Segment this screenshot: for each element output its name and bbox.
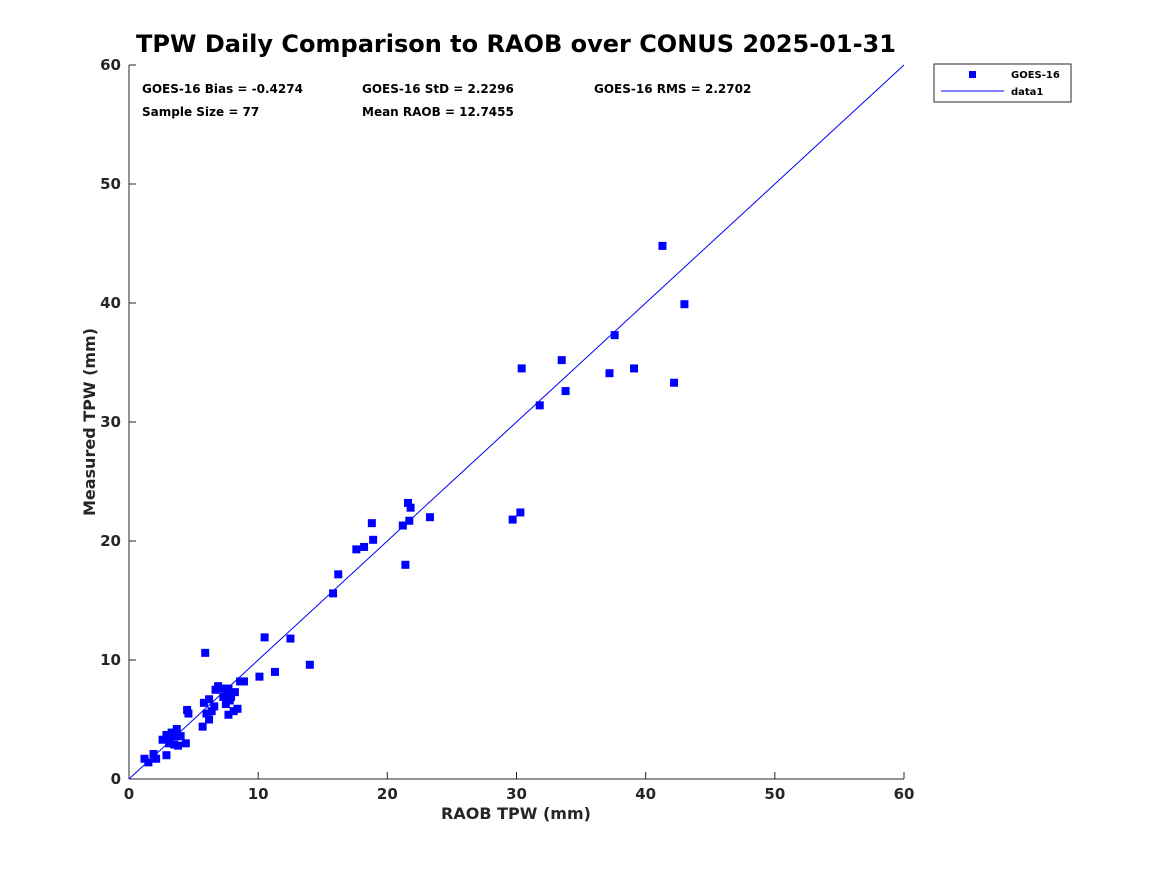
data-point xyxy=(561,387,570,396)
data-point xyxy=(557,356,566,365)
data-point xyxy=(610,331,619,340)
legend-label-goes16: GOES-16 xyxy=(1011,70,1060,81)
data-point xyxy=(260,633,269,642)
data-point xyxy=(239,677,248,686)
y-tick-label: 10 xyxy=(100,651,121,669)
data-point xyxy=(405,516,414,525)
data-point xyxy=(670,378,679,387)
data-point xyxy=(605,369,614,378)
series-points-group xyxy=(140,241,689,767)
data-point xyxy=(210,702,219,711)
data-point xyxy=(255,672,264,681)
data-point xyxy=(199,698,208,707)
bias-annotation: GOES-16 Bias = -0.4274 xyxy=(142,82,303,96)
data-point xyxy=(184,709,193,718)
data-point xyxy=(404,498,412,507)
data-point xyxy=(305,660,314,669)
data-point xyxy=(202,709,211,718)
data-point xyxy=(219,692,228,701)
data-point xyxy=(398,521,407,530)
x-ticks: 0 10 20 30 40 50 60 xyxy=(124,772,915,803)
legend-label-data1: data1 xyxy=(1011,87,1043,98)
y-tick-label: 60 xyxy=(100,56,121,74)
y-axis-label: Measured TPW (mm) xyxy=(80,328,99,516)
data-point xyxy=(286,634,295,643)
data-point xyxy=(181,739,190,748)
data-point xyxy=(508,515,517,524)
data-point xyxy=(233,704,242,713)
data-point xyxy=(227,692,236,701)
data-point xyxy=(224,710,233,719)
x-tick-label: 30 xyxy=(506,785,527,803)
data-point xyxy=(201,648,210,657)
one-to-one-line xyxy=(128,64,905,780)
data-point xyxy=(144,758,153,767)
data-point xyxy=(149,750,158,759)
data-point xyxy=(360,542,369,551)
data-point xyxy=(224,684,233,693)
data-point xyxy=(152,754,161,763)
y-ticks: 0 10 20 30 40 50 60 xyxy=(100,56,136,788)
stats-annotations: GOES-16 Bias = -0.4274 GOES-16 StD = 2.2… xyxy=(142,82,751,119)
data-point xyxy=(425,513,434,522)
data-point xyxy=(207,707,216,716)
data-point xyxy=(174,741,183,750)
series-line-group xyxy=(128,64,905,780)
x-tick-label: 10 xyxy=(248,785,269,803)
std-annotation: GOES-16 StD = 2.2296 xyxy=(362,82,514,96)
x-tick-label: 50 xyxy=(764,785,785,803)
data-point xyxy=(658,241,667,250)
y-tick-label: 40 xyxy=(100,294,121,312)
y-tick-label: 0 xyxy=(111,770,121,788)
legend-marker-goes16 xyxy=(969,71,976,78)
data-point xyxy=(205,715,214,724)
data-point xyxy=(172,725,181,734)
legend-box xyxy=(933,63,1072,103)
data-point xyxy=(162,751,171,760)
y-tick-label: 20 xyxy=(100,532,121,550)
data-point xyxy=(535,401,544,410)
x-axis-label: RAOB TPW (mm) xyxy=(441,804,591,823)
chart-title: TPW Daily Comparison to RAOB over CONUS … xyxy=(136,30,896,58)
data-point xyxy=(171,732,180,741)
data-point xyxy=(680,300,689,309)
data-point xyxy=(352,545,361,554)
data-point xyxy=(158,735,167,744)
data-point xyxy=(166,734,175,743)
mean-raob-annotation: Mean RAOB = 12.7455 xyxy=(362,105,514,119)
y-tick-label: 30 xyxy=(100,413,121,431)
data-point xyxy=(329,589,338,598)
data-point xyxy=(176,732,185,741)
rms-annotation: GOES-16 RMS = 2.2702 xyxy=(594,82,751,96)
data-point xyxy=(218,684,226,693)
x-tick-label: 60 xyxy=(894,785,915,803)
data-point xyxy=(165,739,174,748)
data-point xyxy=(230,688,239,697)
legend: GOES-16 data1 xyxy=(933,63,1072,103)
data-point xyxy=(401,560,410,569)
x-tick-label: 20 xyxy=(377,785,398,803)
sample-size-annotation: Sample Size = 77 xyxy=(142,105,259,119)
data-point xyxy=(630,364,639,373)
data-point xyxy=(334,570,343,579)
data-point xyxy=(205,695,214,704)
data-point xyxy=(369,535,378,544)
data-point xyxy=(516,508,525,517)
data-point xyxy=(517,364,526,373)
data-point xyxy=(406,503,415,512)
x-tick-label: 40 xyxy=(635,785,656,803)
data-point xyxy=(198,722,207,731)
x-tick-label: 0 xyxy=(124,785,134,803)
y-tick-label: 50 xyxy=(100,175,121,193)
data-point xyxy=(367,519,376,528)
data-point xyxy=(270,667,279,676)
